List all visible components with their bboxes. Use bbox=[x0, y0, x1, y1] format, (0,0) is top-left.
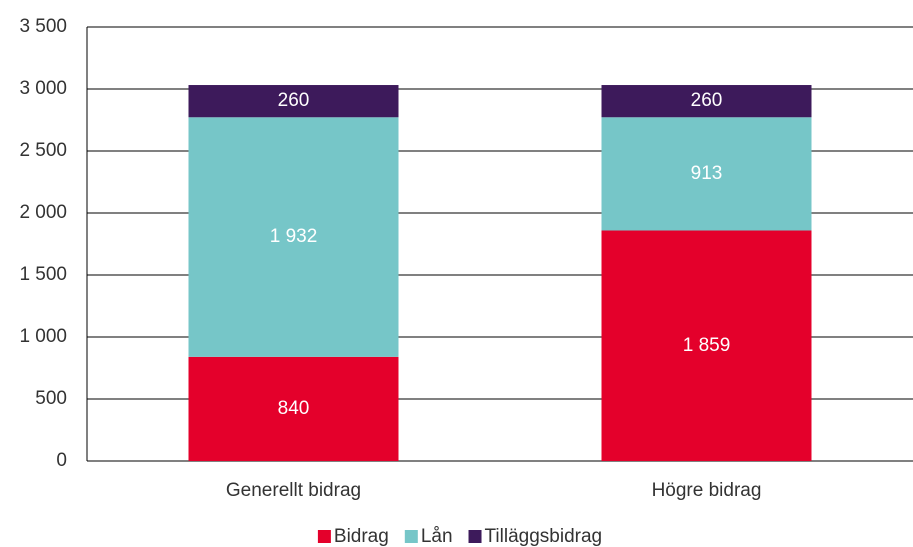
bar-segment bbox=[188, 117, 399, 357]
bar-segment bbox=[188, 85, 399, 118]
y-tick-label: 3 000 bbox=[19, 78, 67, 99]
legend-swatch bbox=[404, 530, 418, 543]
y-tick-label: 500 bbox=[35, 388, 67, 409]
y-tick-label: 2 000 bbox=[19, 202, 67, 223]
legend-label: Bidrag bbox=[334, 526, 389, 547]
value-label: 260 bbox=[278, 90, 310, 111]
value-label: 1 932 bbox=[270, 226, 318, 247]
bar-segment bbox=[601, 117, 812, 231]
value-label: 1 859 bbox=[683, 335, 731, 356]
bar-segment bbox=[601, 230, 812, 461]
y-tick-label: 1 000 bbox=[19, 326, 67, 347]
value-label: 840 bbox=[278, 398, 310, 419]
legend-swatch bbox=[468, 530, 482, 543]
y-tick-label: 1 500 bbox=[19, 264, 67, 285]
value-label: 913 bbox=[691, 163, 723, 184]
y-tick-label: 2 500 bbox=[19, 140, 67, 161]
y-tick-label: 0 bbox=[56, 450, 67, 471]
x-tick-label: Generellt bidrag bbox=[226, 480, 361, 501]
value-label: 260 bbox=[691, 90, 723, 111]
bar-segment bbox=[601, 85, 812, 118]
legend-label: Tilläggsbidrag bbox=[485, 526, 603, 547]
bar-segment bbox=[188, 356, 399, 461]
y-tick-label: 3 500 bbox=[19, 16, 67, 37]
x-tick-label: Högre bidrag bbox=[652, 480, 762, 501]
legend-label: Lån bbox=[421, 526, 453, 547]
legend-swatch bbox=[317, 530, 331, 543]
